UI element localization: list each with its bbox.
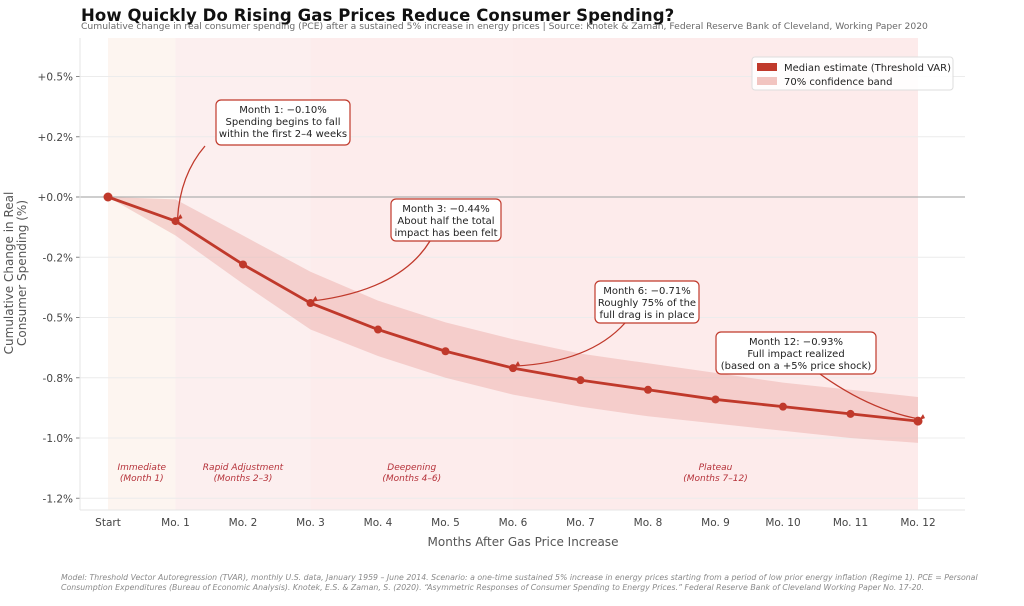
chart-title: How Quickly Do Rising Gas Prices Reduce …	[81, 6, 675, 25]
annotation-text: Roughly 75% of the	[598, 298, 696, 309]
y-tick-label: -1.0%	[43, 433, 73, 445]
data-point	[711, 395, 720, 404]
annotation-text: Month 1: −0.10%	[239, 105, 327, 116]
arrowhead-icon	[176, 214, 183, 221]
arrowhead-icon	[919, 414, 925, 421]
annotation-text: Month 6: −0.71%	[603, 286, 691, 297]
phase-label: (Month 1)	[120, 474, 164, 484]
x-tick-label: Mo. 5	[431, 517, 460, 529]
x-tick-label: Mo. 7	[566, 517, 595, 529]
annotation-text: Month 12: −0.93%	[749, 337, 843, 348]
legend: Median estimate (Threshold VAR) 70% confi…	[751, 56, 954, 91]
y-axis-label: Cumulative Change in Real Consumer Spendi…	[2, 192, 29, 355]
annotation-text: full drag is in place	[599, 310, 694, 321]
data-point	[239, 260, 247, 269]
annotation: Month 3: −0.44%About half the totalimpac…	[311, 198, 502, 303]
phase-shade	[108, 38, 176, 510]
phase-shading-group	[108, 38, 918, 510]
legend-swatch-band	[757, 77, 777, 85]
y-tick-label: +0.5%	[38, 72, 73, 84]
annotation-text: Month 3: −0.44%	[402, 204, 490, 215]
annotation-arrow	[514, 322, 626, 367]
annotation-text: (based on a +5% price shock)	[721, 361, 872, 372]
x-tick-label: Mo. 6	[499, 517, 528, 529]
phase-label: (Months 4–6)	[382, 474, 441, 484]
confidence-band-group	[108, 197, 918, 443]
x-axis-label: Months After Gas Price Increase	[428, 535, 619, 549]
confidence-band	[108, 197, 918, 443]
data-points-group	[103, 192, 923, 426]
annotation-box	[215, 99, 351, 146]
data-point	[441, 347, 450, 356]
y-tick-label: -0.2%	[43, 252, 73, 264]
x-tick-label: Mo. 3	[296, 517, 325, 529]
x-tick-label: Mo. 2	[229, 517, 258, 529]
annotation-box	[594, 280, 700, 324]
footnote-line-2: Consumption Expenditures (Bureau of Econ…	[61, 582, 924, 592]
annotation-text: within the first 2–4 weeks	[219, 129, 347, 140]
x-tick-label: Mo. 1	[161, 517, 190, 529]
annotation-arrow	[312, 240, 431, 302]
legend-label: Median estimate (Threshold VAR)	[784, 63, 951, 74]
annotation-text: impact has been felt	[395, 228, 498, 239]
data-point	[374, 325, 382, 334]
x-tick-label: Mo. 8	[634, 517, 663, 529]
y-axis-label-line-2: Consumer Spending (%)	[15, 200, 29, 346]
x-tick-label: Mo. 9	[701, 517, 730, 529]
x-tick-label: Mo. 11	[833, 517, 868, 529]
legend-swatch-median	[757, 63, 777, 71]
phase-label: Plateau	[699, 463, 733, 473]
y-axis-label-line-1: Cumulative Change in Real	[2, 192, 16, 355]
axes-group: +0.5% +0.2% +0.0% -0.2% -0.5% -0.8% -1.0% -1.2%…	[2, 38, 965, 549]
data-point	[779, 402, 787, 411]
annotation-arrow	[176, 145, 206, 220]
phase-labels-group: Immediate(Month 1)Rapid Adjustment(Month…	[117, 463, 747, 484]
phase-label: Rapid Adjustment	[203, 463, 284, 473]
phase-label: (Months 7–12)	[683, 474, 747, 484]
phase-label: Deepening	[387, 463, 436, 473]
footnote-line-1: Model: Threshold Vector Autoregression (…	[61, 573, 978, 582]
x-tick-label: Mo. 4	[364, 517, 393, 529]
chart-subtitle: Cumulative change in real consumer spend…	[81, 21, 928, 32]
phase-label: (Months 2–3)	[214, 474, 273, 484]
x-tick-label: Start	[95, 517, 121, 529]
y-tick-label: +0.0%	[38, 192, 73, 204]
x-tick-label: Mo. 10	[765, 517, 800, 529]
phase-shade	[513, 38, 918, 510]
data-point	[644, 385, 652, 394]
phase-label: Immediate	[117, 463, 166, 473]
legend-label: 70% confidence band	[784, 77, 893, 88]
data-point	[103, 192, 113, 202]
y-tick-label: -0.5%	[43, 313, 73, 325]
annotation-text: About half the total	[397, 216, 494, 227]
arrowhead-icon	[514, 361, 520, 368]
legend-box	[751, 56, 954, 91]
annotation-box	[390, 198, 502, 242]
annotation-text: Spending begins to fall	[226, 117, 341, 128]
annotation-box	[715, 331, 877, 375]
data-point	[576, 376, 585, 385]
y-tick-label: -0.8%	[43, 373, 73, 385]
data-point	[846, 409, 855, 418]
x-tick-label: Mo. 12	[900, 517, 935, 529]
annotation-arrow	[819, 373, 921, 420]
annotation: Month 12: −0.93%Full impact realized(bas…	[715, 331, 925, 421]
y-tick-label: +0.2%	[38, 132, 73, 144]
footnote: Model: Threshold Vector Autoregression (…	[61, 573, 1021, 592]
annotation: Month 1: −0.10%Spending begins to fallwi…	[176, 99, 351, 221]
annotation-text: Full impact realized	[747, 349, 844, 360]
annotations-group: Month 1: −0.10%Spending begins to fallwi…	[176, 99, 925, 421]
arrowhead-icon	[311, 296, 318, 303]
y-tick-label: -1.2%	[43, 493, 73, 505]
